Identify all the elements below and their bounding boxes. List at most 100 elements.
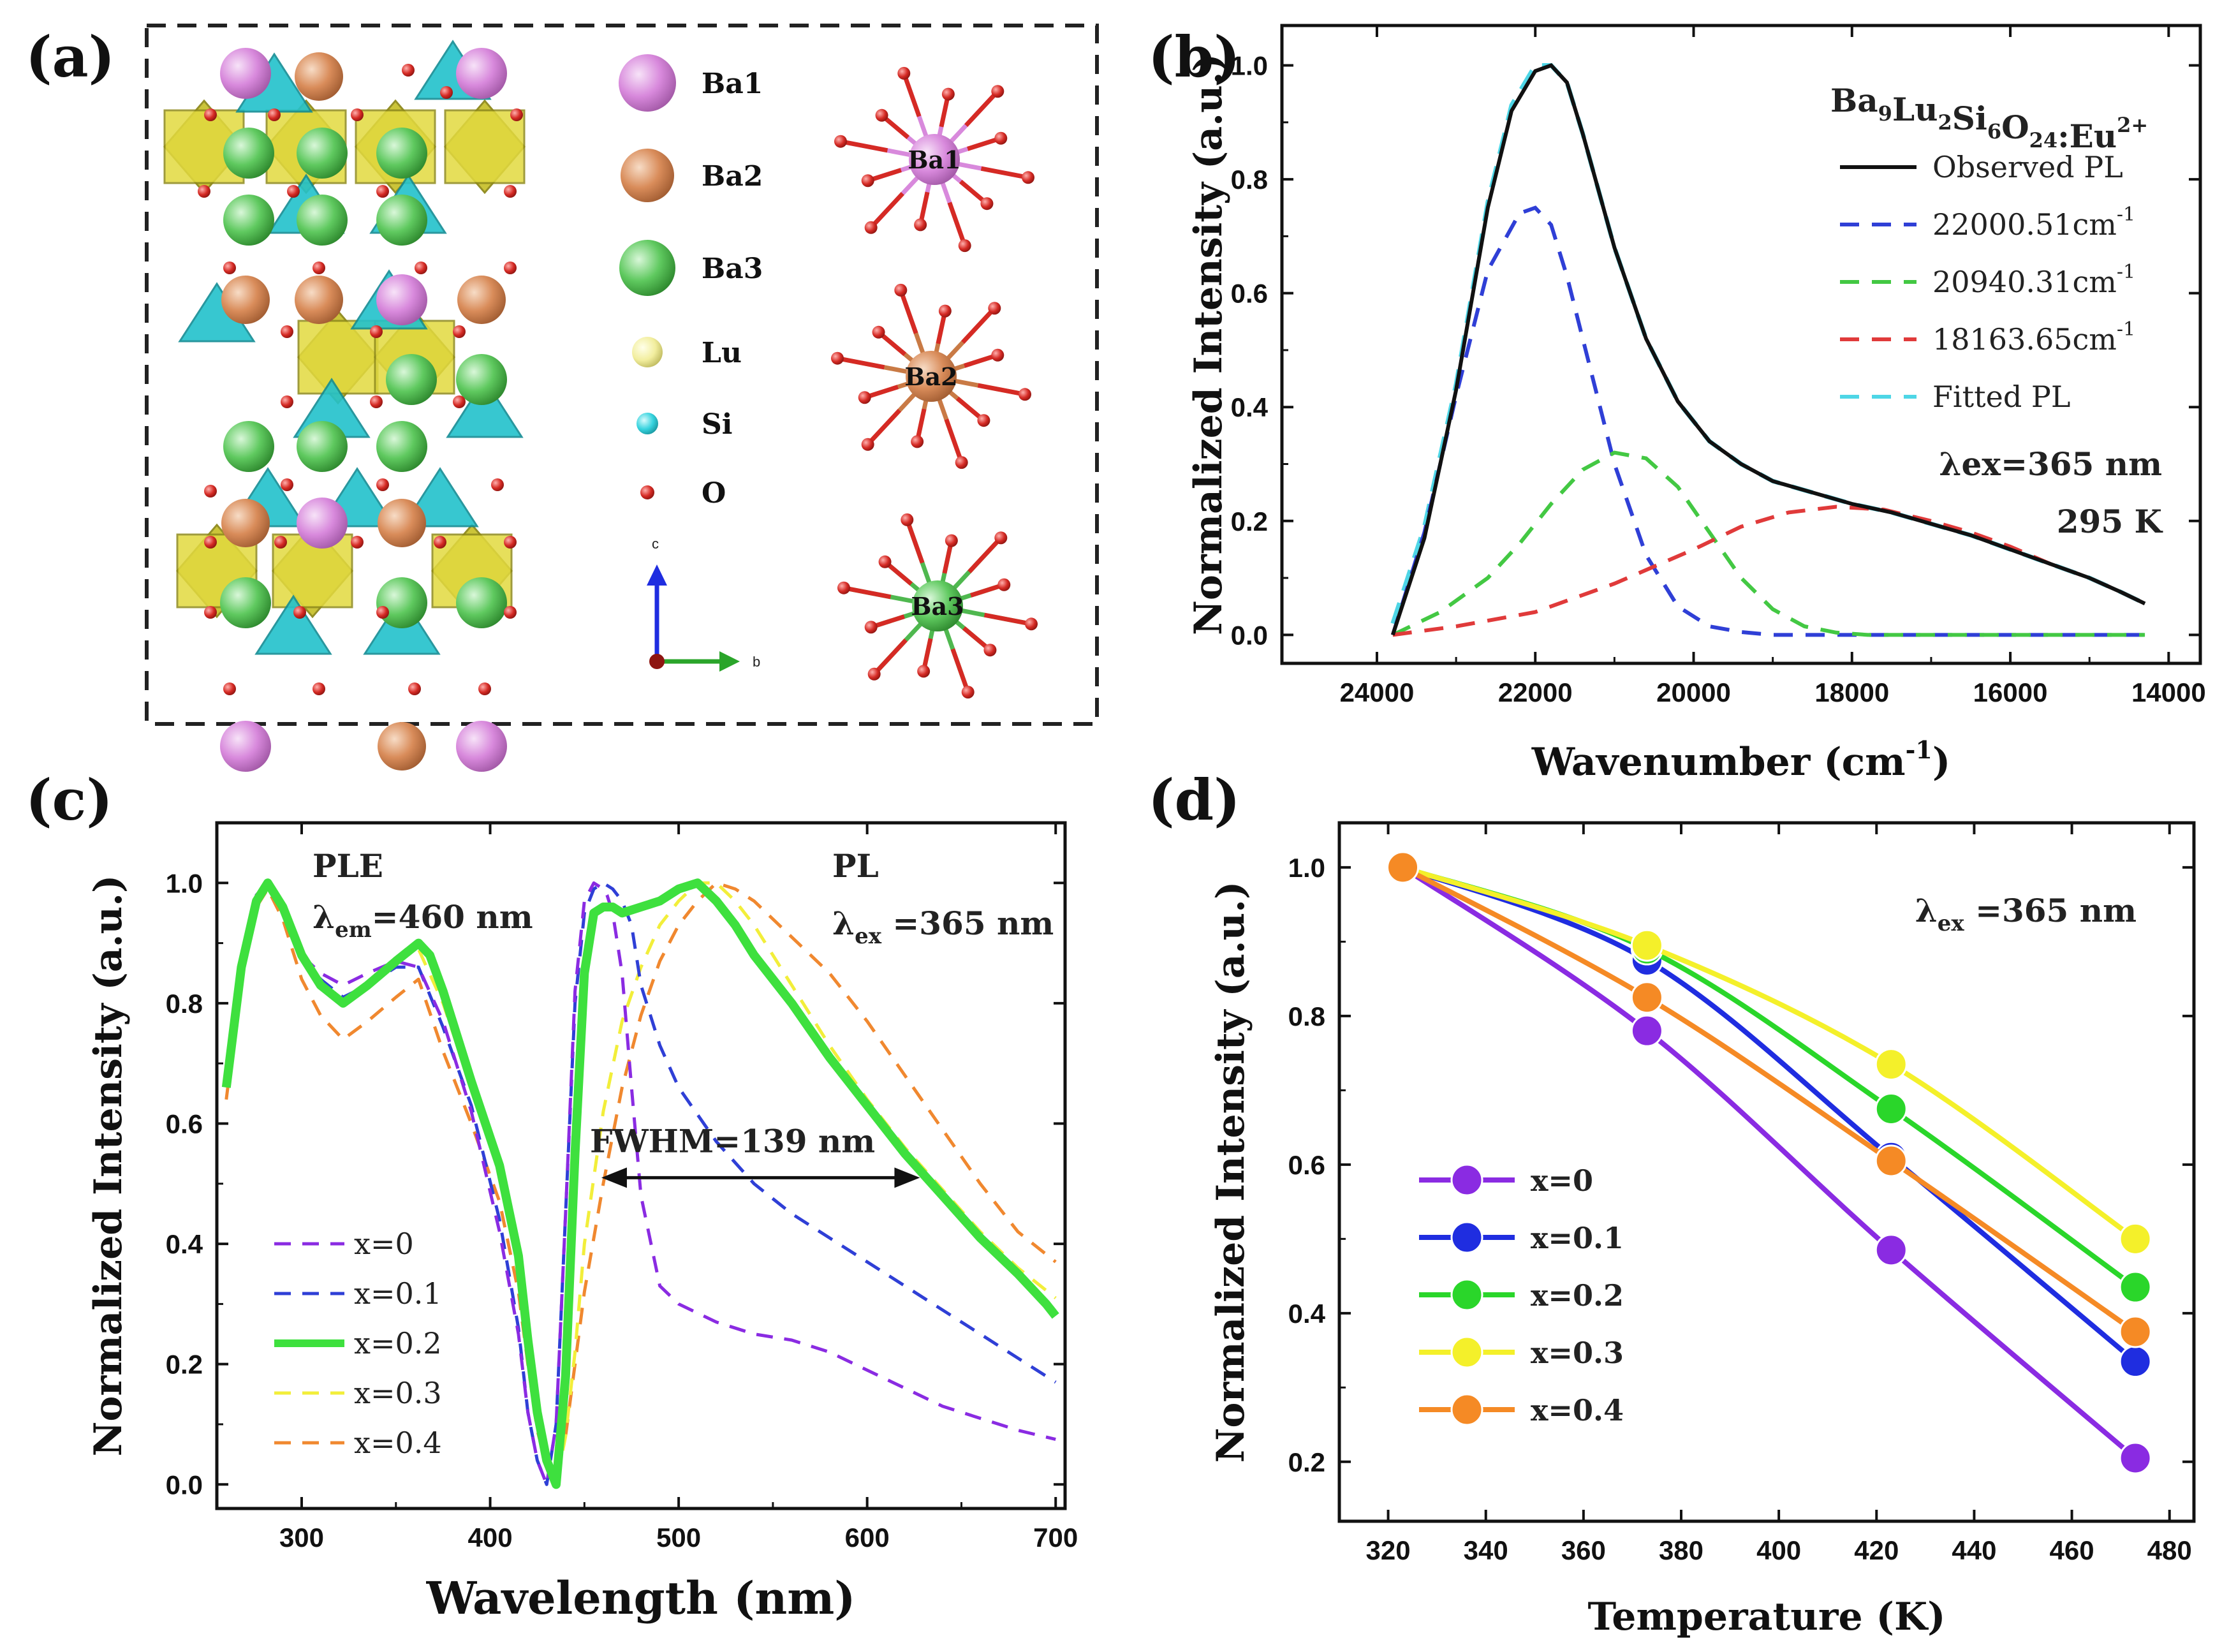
si-tetrahedron <box>446 378 524 438</box>
axis-triad: c b <box>647 536 760 672</box>
site-oxygen <box>858 391 871 404</box>
legend-label: x=0.3 <box>354 1376 442 1410</box>
annotation-lambda-ex: λex=365 nm <box>1939 445 2162 483</box>
legend-label: x=0.1 <box>354 1276 442 1311</box>
lambda-rest: =365 nm <box>1964 892 2137 929</box>
lu-octahedron-face <box>444 109 526 184</box>
oxygen-atom <box>351 536 364 549</box>
site-bond-o <box>902 72 922 117</box>
plot-frame <box>1280 24 2202 665</box>
ba3-atom <box>297 421 348 472</box>
x-tick-label: 22000 <box>1498 677 1573 707</box>
x-tick-label: 600 <box>845 1523 890 1552</box>
oxygen-atom <box>204 536 217 549</box>
legend-marker <box>1450 1221 1483 1254</box>
site-oxygen <box>837 581 850 594</box>
site-label-2: Ba2 <box>904 362 957 391</box>
ba3-atom <box>456 577 507 628</box>
series-line-20940-31cm-1 <box>1392 450 2145 637</box>
oxygen-atom <box>504 185 517 198</box>
ba3-atom <box>297 195 348 246</box>
x-tick-label: 24000 <box>1340 677 1415 707</box>
ba3-atom <box>223 421 274 472</box>
site-bond-o <box>980 166 1029 180</box>
oxygen-atom <box>376 606 389 619</box>
ba3-atom <box>376 195 427 246</box>
annotation-pl-lambda: λex =365 nm <box>832 904 1054 949</box>
plot-frame <box>1337 821 2196 1523</box>
formula-element: Lu <box>1892 91 1938 128</box>
site-oxygen <box>1022 171 1035 184</box>
legend-marker <box>1450 1163 1483 1197</box>
legend-label: x=0 <box>1531 1163 1593 1198</box>
oxygen-atom <box>453 395 466 408</box>
legend-label: x=0.4 <box>354 1426 442 1460</box>
y-tick-label: 0.8 <box>1231 165 1268 195</box>
site-oxygen <box>980 197 994 210</box>
ba3-atom <box>297 128 348 179</box>
site-bond-o <box>944 418 964 464</box>
plot-frame <box>215 821 1067 1510</box>
oxygen-atom <box>281 478 293 491</box>
ba3-atom <box>386 354 437 405</box>
y-tick-label: 0.4 <box>1231 392 1269 422</box>
formula-charge: 2+ <box>2117 113 2148 137</box>
ba1-atom <box>456 721 507 772</box>
site-oxygen <box>991 85 1004 98</box>
data-point-x-0 <box>2119 1442 2152 1475</box>
site-bond-o <box>843 586 892 600</box>
annotation-fwhm: FWHM=139 nm <box>590 1122 875 1160</box>
lambda-symbol: λ <box>832 904 855 942</box>
site-oxygen <box>872 325 885 339</box>
y-tick-label: 0.2 <box>1231 506 1268 536</box>
x-axis-title: Wavenumber (cm-1) <box>1531 735 1950 785</box>
series-line-x-0 <box>224 881 1056 1486</box>
ba3-atom <box>223 195 274 246</box>
legend-ba2-sphere <box>621 149 674 202</box>
oxygen-atom <box>281 325 293 338</box>
data-point-x-0-3 <box>2119 1222 2152 1255</box>
data-point-x-0-4 <box>1387 851 1420 884</box>
oxygen-atom <box>478 682 491 695</box>
fwhm-arrow-left <box>601 1167 627 1188</box>
oxygen-atom <box>313 682 325 695</box>
legend-label: x=0.3 <box>1531 1336 1624 1370</box>
site-bond-o <box>905 519 925 564</box>
y-tick-label: 0.4 <box>166 1229 203 1259</box>
panel-a-crystal-structure: Ba1 Ba2 Ba3 Lu Si O c b Ba1 Ba2 Ba3 <box>145 24 1099 772</box>
site-oxygen <box>988 302 1001 315</box>
oxygen-atom <box>274 536 287 549</box>
y-tick-label: 0.8 <box>1288 1001 1325 1031</box>
data-point-x-0-2 <box>2119 1271 2152 1304</box>
formula-dopant: :Eu <box>2057 117 2117 155</box>
oxygen-atom <box>351 108 364 121</box>
formula-element: Si <box>1952 100 1987 137</box>
annotation-ple-lambda: λem=460 nm <box>313 898 533 943</box>
x-tick-label: 18000 <box>1814 677 1889 707</box>
data-point-x-0 <box>1630 1014 1663 1047</box>
crystal-lattice <box>163 40 526 772</box>
site-oxygen <box>830 351 844 365</box>
ba2-atom <box>378 499 426 547</box>
axis-c-head <box>647 564 667 586</box>
ba1-atom <box>220 721 271 772</box>
legend-marker <box>1450 1393 1483 1426</box>
legend-label: 18163.65cm-1 <box>1932 318 2135 357</box>
legend-label: x=0 <box>354 1227 414 1261</box>
ba3-atom <box>376 577 427 628</box>
oxygen-atom <box>376 478 389 491</box>
x-tick-label: 380 <box>1659 1535 1703 1565</box>
y-tick-label: 0.2 <box>166 1350 203 1380</box>
site-center-atom <box>912 580 963 631</box>
site-center-atom <box>906 351 957 402</box>
series-line-observed-pl <box>1390 63 2146 636</box>
oxygen-atom <box>504 606 517 619</box>
x-tick-label: 16000 <box>1973 677 2048 707</box>
y-tick-label: 0.4 <box>1288 1299 1326 1329</box>
formula-subscript: 9 <box>1878 101 1892 126</box>
series-line-18163-65cm-1 <box>1392 505 2146 637</box>
y-axis-title: Normalized Intensity (a.u.) <box>1186 54 1231 635</box>
legend-label-main: 20940.31cm <box>1932 265 2117 299</box>
legend-lu-label: Lu <box>702 337 742 369</box>
oxygen-atom <box>491 478 504 491</box>
